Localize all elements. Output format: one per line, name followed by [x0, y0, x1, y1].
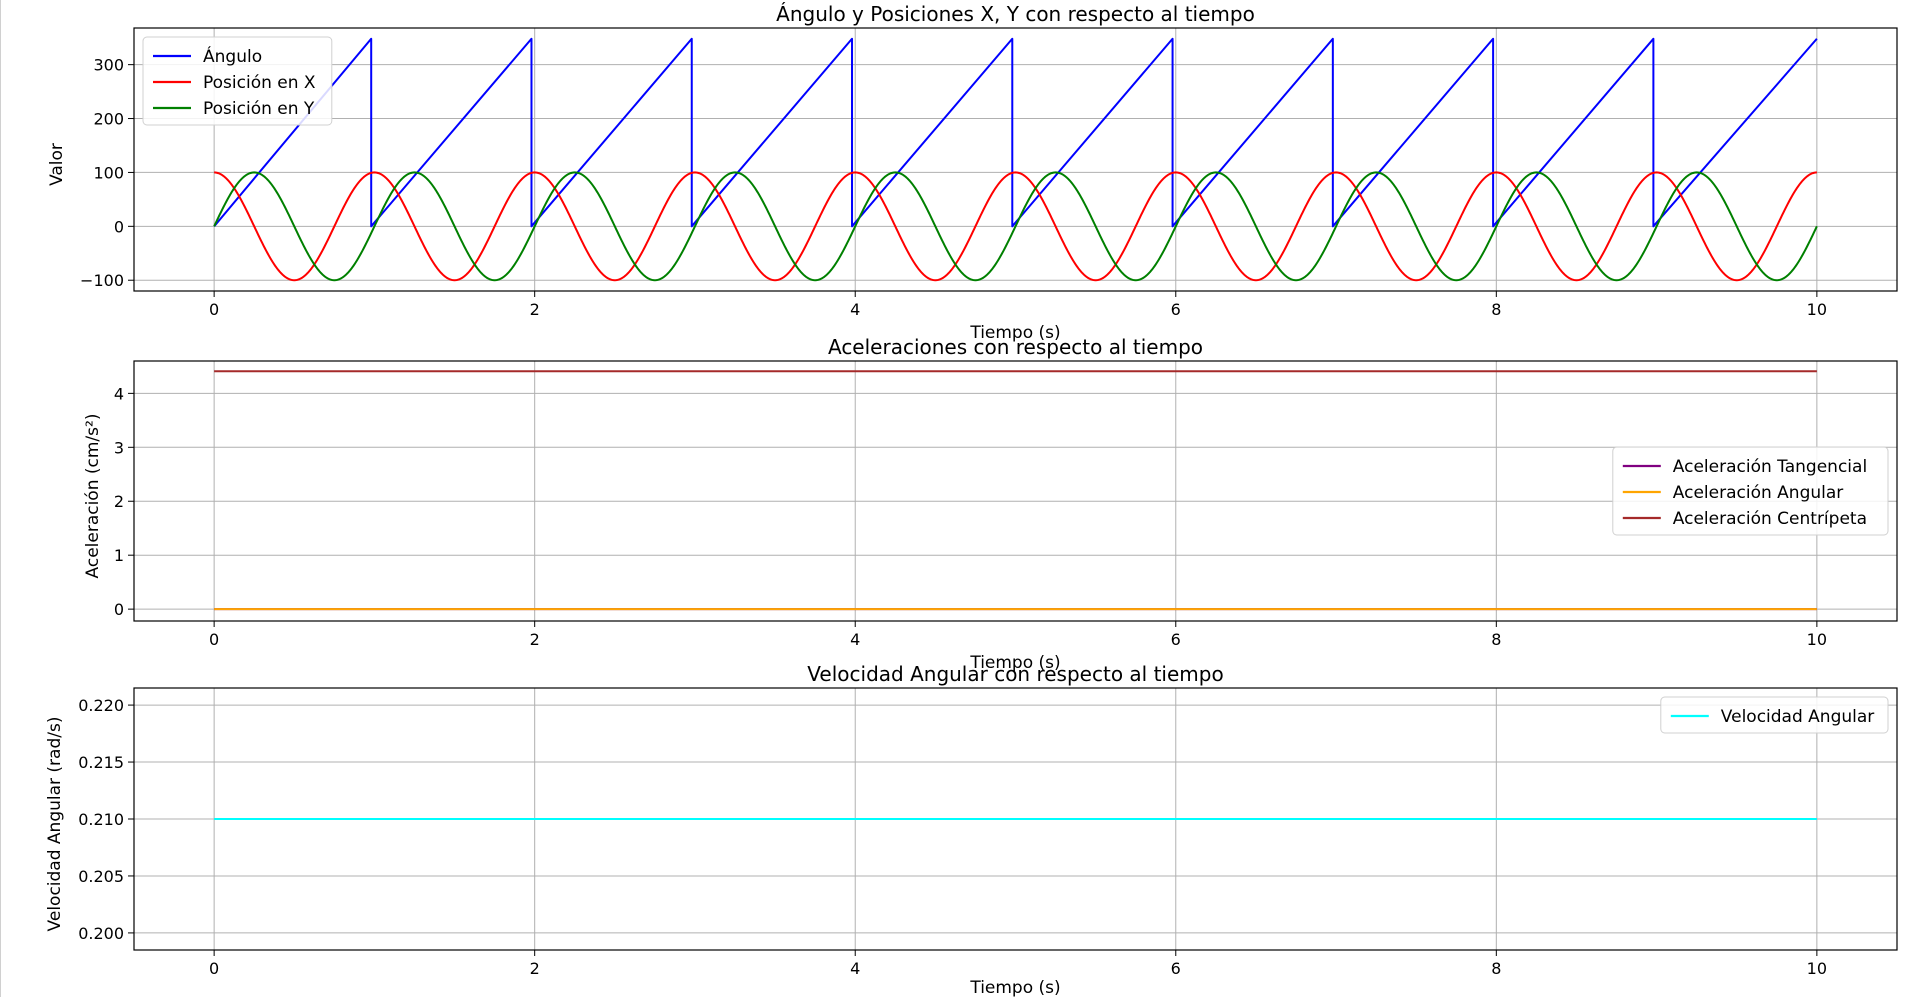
y-axis-label: Velocidad Angular (rad/s) — [45, 717, 65, 932]
window-edge — [0, 0, 1, 997]
y-tick-label: 3 — [114, 438, 124, 457]
legend: Aceleración Tangencial Aceleración Angula… — [1612, 446, 1889, 536]
y-axis-label: Valor — [47, 143, 67, 186]
y-tick-label: 0 — [114, 600, 124, 619]
x-tick-label: 8 — [1491, 959, 1501, 978]
y-tick-label: 2 — [114, 492, 124, 511]
x-tick-label: 6 — [1171, 630, 1181, 649]
series-line-2 — [214, 171, 1817, 282]
legend: Ángulo Posición en X Posición en Y — [142, 36, 333, 126]
legend-label: Posición en X — [203, 73, 316, 93]
x-axis-label: Tiempo (s) — [969, 653, 1060, 673]
y-tick-label: 0.220 — [78, 696, 124, 715]
y-tick-label: 0.205 — [78, 867, 124, 886]
x-tick-label: 2 — [530, 630, 540, 649]
series-line-3 — [213, 171, 1818, 282]
chart-title: Ángulo y Posiciones X, Y con respecto al… — [776, 2, 1255, 26]
y-tick-label: 100 — [93, 163, 124, 182]
x-tick-label: 4 — [850, 300, 860, 319]
legend-label: Aceleración Angular — [1673, 483, 1843, 503]
x-tick-label: 2 — [530, 959, 540, 978]
x-tick-label: 4 — [850, 630, 860, 649]
y-tick-label: 0.215 — [78, 753, 124, 772]
x-tick-label: 8 — [1491, 630, 1501, 649]
y-tick-label: 0.210 — [78, 810, 124, 829]
series-line-1 — [213, 37, 1818, 228]
legend-label: Velocidad Angular — [1721, 707, 1874, 727]
legend-box — [142, 36, 333, 126]
axes-frame — [133, 27, 1898, 292]
x-tick-label: 0 — [209, 959, 219, 978]
x-tick-label: 2 — [530, 300, 540, 319]
chart-title: Velocidad Angular con respecto al tiempo — [807, 662, 1223, 686]
legend-label: Posición en Y — [203, 99, 315, 119]
legend-box — [1612, 446, 1889, 536]
legend: Velocidad Angular — [1660, 696, 1889, 734]
x-tick-label: 4 — [850, 959, 860, 978]
y-tick-label: 0.200 — [78, 924, 124, 943]
subplot-2: 0 2 4 6 8 10 0 1 2 3 4 Tiempo (s) Aceleración (cm/s²… — [83, 335, 1898, 673]
y-tick-label: 4 — [114, 384, 124, 403]
y-tick-label: −100 — [80, 271, 124, 290]
legend-label: Aceleración Tangencial — [1673, 457, 1867, 477]
x-tick-label: 10 — [1807, 630, 1827, 649]
y-tick-label: 300 — [93, 56, 124, 75]
legend-label: Ángulo — [203, 45, 262, 67]
y-axis-label: Aceleración (cm/s²) — [83, 414, 103, 579]
x-tick-label: 0 — [209, 630, 219, 649]
x-tick-label: 8 — [1491, 300, 1501, 319]
x-tick-label: 0 — [209, 300, 219, 319]
chart-title: Aceleraciones con respecto al tiempo — [828, 335, 1203, 359]
x-tick-label: 6 — [1171, 959, 1181, 978]
legend-box — [1660, 696, 1889, 734]
subplot-1: 0 2 4 6 8 10 −100 0 100 200 300 Tiempo (s) Valor Ángu… — [47, 2, 1898, 343]
x-tick-label: 6 — [1171, 300, 1181, 319]
x-axis-label: Tiempo (s) — [969, 323, 1060, 343]
y-tick-label: 200 — [93, 110, 124, 129]
legend-label: Aceleración Centrípeta — [1673, 509, 1867, 529]
x-tick-label: 10 — [1807, 959, 1827, 978]
subplot-3: 0 2 4 6 8 10 0.200 0.205 0.210 0.215 0.220 Tiempo (… — [45, 662, 1898, 997]
y-tick-label: 0 — [114, 217, 124, 236]
axes-frame — [133, 360, 1898, 622]
y-tick-label: 1 — [114, 546, 124, 565]
x-axis-label: Tiempo (s) — [969, 978, 1060, 997]
x-tick-label: 10 — [1807, 300, 1827, 319]
